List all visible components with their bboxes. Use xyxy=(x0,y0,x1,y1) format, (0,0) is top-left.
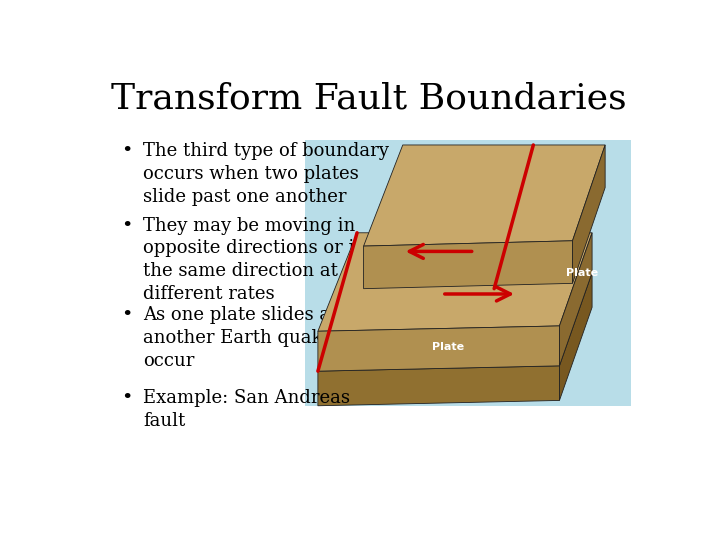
Text: •: • xyxy=(121,389,132,407)
Text: Example: San Andreas
fault: Example: San Andreas fault xyxy=(143,389,350,430)
Text: The third type of boundary
occurs when two plates
slide past one another: The third type of boundary occurs when t… xyxy=(143,141,389,206)
Polygon shape xyxy=(364,241,572,289)
Polygon shape xyxy=(318,233,592,331)
Text: Plate: Plate xyxy=(566,268,598,278)
Polygon shape xyxy=(559,233,592,366)
Text: They may be moving in
opposite directions or in
the same direction at
different : They may be moving in opposite direction… xyxy=(143,217,366,303)
Text: Plate: Plate xyxy=(433,342,464,352)
Text: •: • xyxy=(121,217,132,234)
Polygon shape xyxy=(318,273,592,371)
Bar xyxy=(305,140,631,406)
Text: As one plate slides along
another Earth quakes
occur: As one plate slides along another Earth … xyxy=(143,306,370,370)
Polygon shape xyxy=(318,326,559,371)
Polygon shape xyxy=(364,145,605,246)
Text: Transform Fault Boundaries: Transform Fault Boundaries xyxy=(111,82,627,116)
Text: •: • xyxy=(121,141,132,160)
Polygon shape xyxy=(559,273,592,401)
Text: •: • xyxy=(121,306,132,324)
Polygon shape xyxy=(318,366,559,406)
Polygon shape xyxy=(572,145,605,284)
